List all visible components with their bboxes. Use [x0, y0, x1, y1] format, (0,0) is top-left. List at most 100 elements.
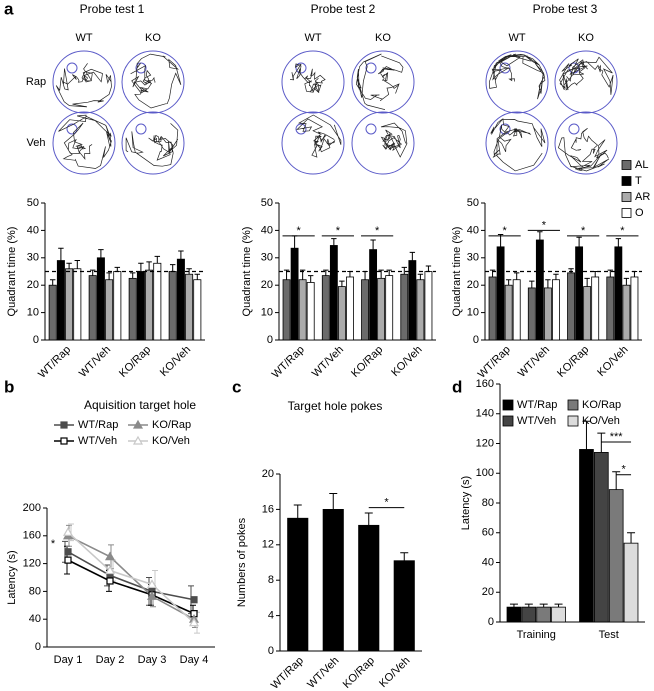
error-bar	[623, 277, 630, 286]
legend-swatch	[502, 415, 514, 427]
y-tick-label: 50	[261, 197, 273, 209]
x-tick-label: KO/Veh	[158, 344, 193, 379]
error-bar	[524, 603, 533, 608]
swim-path	[290, 63, 326, 93]
y-tick-label: 0	[35, 641, 41, 653]
bar	[385, 275, 394, 341]
significance-label: *	[581, 225, 586, 237]
bar	[400, 273, 409, 341]
bar	[136, 271, 145, 341]
error-bar	[597, 432, 606, 453]
x-tick-label: Day 2	[96, 654, 125, 666]
bar	[306, 282, 315, 341]
bar	[521, 606, 537, 623]
error-bar	[49, 279, 56, 286]
bar	[329, 245, 338, 341]
error-bar	[378, 269, 384, 279]
point	[104, 551, 116, 561]
legend-label: O	[635, 207, 644, 219]
error-bar	[584, 277, 590, 287]
bar	[145, 269, 154, 341]
error-bar	[370, 239, 376, 250]
chart-title: Target hole pokes	[288, 399, 383, 413]
pool	[351, 50, 415, 114]
chart-title: Probe test 3	[533, 2, 598, 16]
error-bar	[347, 271, 353, 277]
y-tick-label: 50	[467, 197, 479, 209]
error-bar	[114, 266, 121, 272]
swim-path	[559, 56, 614, 95]
platform	[499, 62, 511, 74]
error-bar	[425, 265, 432, 272]
error-bar	[582, 420, 591, 450]
error-bar	[529, 280, 535, 288]
bar	[583, 286, 592, 341]
panel-label: c	[232, 377, 241, 396]
bar	[622, 284, 631, 341]
x-tick-label: KO/Rap	[349, 344, 385, 380]
bar	[65, 268, 74, 341]
line	[67, 551, 195, 601]
bar	[337, 286, 346, 341]
x-tick-label: WT/Rap	[476, 344, 513, 381]
swim-path	[557, 128, 610, 172]
significance-label: *	[621, 464, 626, 476]
significance-label: ***	[610, 431, 624, 443]
platform	[66, 62, 78, 74]
error-bar	[89, 269, 96, 276]
bar	[321, 275, 330, 341]
error-bar	[74, 260, 81, 269]
swim-path	[490, 117, 546, 172]
x-tick-label: WT/Veh	[516, 344, 552, 380]
y-tick-label: 0	[268, 645, 274, 657]
error-bar	[627, 532, 636, 544]
error-bar	[169, 264, 176, 272]
error-bar	[186, 268, 192, 275]
legend-swatch	[502, 399, 514, 411]
error-bar	[576, 236, 582, 247]
bar	[168, 271, 177, 341]
swim-path	[380, 122, 408, 158]
error-bar	[154, 255, 161, 264]
legend-label: AL	[635, 159, 648, 171]
pool	[554, 50, 618, 114]
point	[188, 617, 200, 627]
x-tick-label: WT/Rap	[269, 655, 306, 691]
platform	[135, 123, 147, 135]
x-tick-label: WT/Veh	[305, 655, 341, 691]
bar	[630, 276, 639, 341]
pool	[281, 50, 345, 114]
pool	[121, 111, 185, 175]
point	[146, 591, 158, 600]
error-bar	[554, 603, 563, 608]
y-tick-label: 0	[473, 334, 479, 346]
legend-label: WT/Rap	[517, 399, 557, 411]
error-bar	[291, 235, 298, 249]
pool	[485, 111, 549, 175]
significance-label: *	[620, 225, 625, 237]
point	[190, 596, 198, 604]
bar	[416, 279, 425, 341]
legend-swatch	[621, 192, 632, 202]
legend-marker	[60, 437, 68, 445]
legend-label: WT/Veh	[78, 435, 117, 447]
error-bar	[138, 262, 144, 272]
bar	[322, 508, 344, 652]
bar	[282, 279, 291, 341]
error-bar	[178, 250, 184, 260]
error-bar	[497, 234, 504, 247]
legend-swatch	[621, 176, 632, 186]
error-bar	[607, 269, 613, 277]
panel-label: b	[4, 377, 14, 396]
bar	[358, 524, 380, 652]
y-tick-label: 80	[482, 497, 494, 509]
y-tick-label: 200	[23, 502, 41, 514]
y-tick-label: 40	[29, 613, 41, 625]
swim-path	[130, 53, 182, 109]
track-row-label: Rap	[26, 76, 46, 88]
significance-label: *	[375, 225, 380, 237]
y-tick-label: 10	[467, 307, 479, 319]
y-tick-label: 160	[23, 530, 41, 542]
bar	[346, 276, 354, 341]
y-tick-label: 30	[27, 252, 39, 264]
